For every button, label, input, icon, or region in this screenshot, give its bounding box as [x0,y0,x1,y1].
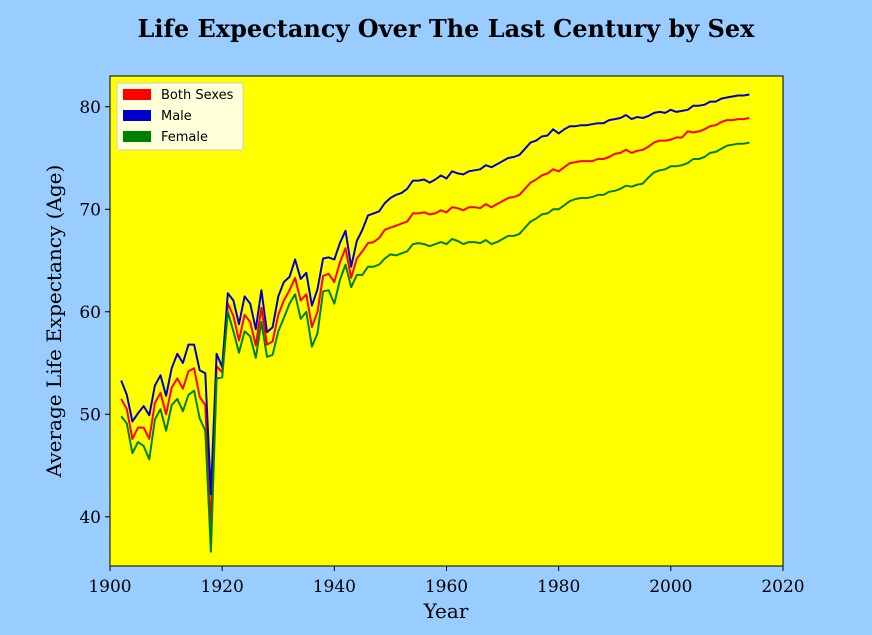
legend-swatch-male [123,110,151,121]
series-line-male [120,93,750,496]
x-tick-label: 1920 [201,577,244,597]
series-line-female [120,141,750,553]
legend-label-male: Male [161,109,192,124]
legend-label-female: Female [161,130,208,145]
y-axis-ticks: 40 50 60 70 80 [79,98,110,528]
legend: Both Sexes Male Female [116,82,244,151]
y-tick-label: 60 [79,303,101,323]
x-tick-label: 1980 [537,577,580,597]
y-tick-label: 40 [79,508,101,528]
y-tick-label: 50 [79,405,101,425]
x-tick-label: 1960 [425,577,468,597]
x-axis-ticks: 1900 1920 1940 1960 1980 2000 2020 [88,566,805,597]
legend-swatch-both-sexes [123,89,151,100]
x-axis-label: Year [423,599,469,623]
chart-title: Life Expectancy Over The Last Century by… [138,14,756,43]
legend-swatch-female [123,131,151,142]
x-tick-label: 2020 [761,577,804,597]
y-axis-label: Average Life Expectancy (Age) [42,165,66,479]
x-tick-label: 1940 [313,577,356,597]
x-tick-label: 1900 [88,577,131,597]
x-tick-label: 2000 [649,577,692,597]
y-tick-label: 70 [79,200,101,220]
legend-label-both-sexes: Both Sexes [161,88,234,103]
y-tick-label: 80 [79,98,101,118]
plot-area [109,75,784,567]
series-layer [120,93,750,553]
